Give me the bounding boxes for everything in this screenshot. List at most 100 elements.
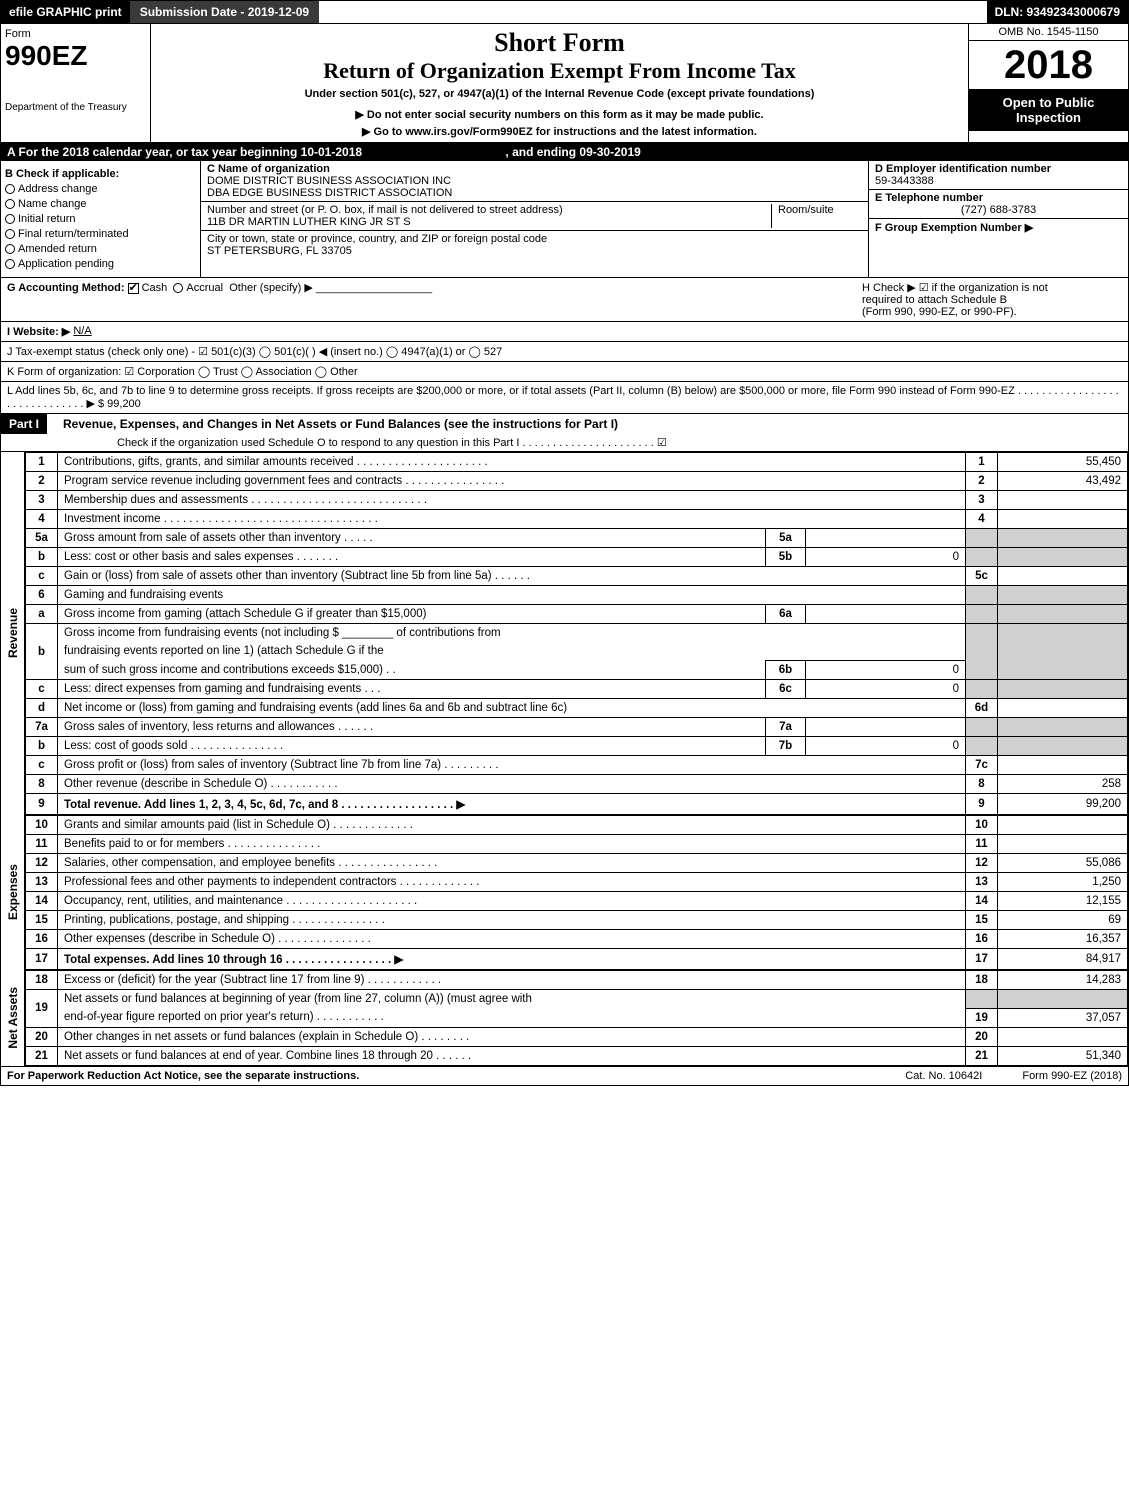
- chk-final-return: Final return/terminated: [5, 228, 196, 240]
- form-word: Form: [5, 28, 146, 40]
- efile-print-label: efile GRAPHIC print: [1, 1, 130, 23]
- dln-label: DLN: 93492343000679: [987, 1, 1128, 23]
- subtitle: Under section 501(c), 527, or 4947(a)(1)…: [155, 88, 964, 100]
- line-7a: 7aGross sales of inventory, less returns…: [26, 718, 1128, 737]
- chk-address-change: Address change: [5, 183, 196, 195]
- line-6b-1: bGross income from fundraising events (n…: [26, 624, 1128, 643]
- tax-exempt-status: J Tax-exempt status (check only one) - ☑…: [7, 345, 502, 358]
- line-5b: bLess: cost or other basis and sales exp…: [26, 548, 1128, 567]
- section-b-label: B Check if applicable:: [5, 168, 196, 180]
- form-of-organization: K Form of organization: ☑ Corporation ◯ …: [7, 365, 358, 378]
- cat-number: Cat. No. 10642I: [905, 1070, 982, 1082]
- group-exemption-block: F Group Exemption Number ▶: [869, 219, 1128, 236]
- submission-date-label: Submission Date - 2019-12-09: [130, 1, 319, 23]
- line-19a: 19Net assets or fund balances at beginni…: [26, 990, 1128, 1009]
- form-reference: Form 990-EZ (2018): [1022, 1070, 1122, 1082]
- form-number: 990EZ: [5, 40, 146, 72]
- cash-checkbox: [128, 283, 139, 294]
- section-j: J Tax-exempt status (check only one) - ☑…: [0, 342, 1129, 362]
- section-g-h: G Accounting Method: Cash Accrual Other …: [0, 278, 1129, 322]
- street-block: Number and street (or P. O. box, if mail…: [201, 202, 868, 231]
- net-assets-section: Net Assets 18Excess or (deficit) for the…: [0, 970, 1129, 1067]
- line-5a: 5aGross amount from sale of assets other…: [26, 529, 1128, 548]
- line-8: 8Other revenue (describe in Schedule O) …: [26, 775, 1128, 794]
- street-label: Number and street (or P. O. box, if mail…: [207, 204, 563, 216]
- omb-number: OMB No. 1545-1150: [969, 24, 1128, 41]
- open-to-public: Open to Public Inspection: [969, 89, 1128, 131]
- chk-amended-return: Amended return: [5, 243, 196, 255]
- line-19b: end-of-year figure reported on prior yea…: [26, 1008, 1128, 1027]
- line-10: 10Grants and similar amounts paid (list …: [26, 816, 1128, 835]
- line-4: 4Investment income . . . . . . . . . . .…: [26, 510, 1128, 529]
- line-7b: bLess: cost of goods sold . . . . . . . …: [26, 737, 1128, 756]
- h-line2: required to attach Schedule B: [862, 294, 1122, 306]
- section-c: C Name of organization DOME DISTRICT BUS…: [201, 161, 868, 277]
- part-1-label: Part I: [1, 414, 47, 434]
- section-b: B Check if applicable: Address change Na…: [1, 161, 201, 277]
- room-suite-label: Room/suite: [772, 204, 862, 228]
- chk-initial-return: Initial return: [5, 213, 196, 225]
- h-line1: H Check ▶ ☑ if the organization is not: [862, 281, 1122, 294]
- line-14: 14Occupancy, rent, utilities, and mainte…: [26, 892, 1128, 911]
- gross-receipts-text: L Add lines 5b, 6c, and 7b to line 9 to …: [7, 385, 1122, 410]
- city-block: City or town, state or province, country…: [201, 231, 868, 259]
- dept-treasury: Department of the Treasury: [5, 102, 146, 113]
- tax-year: 2018: [969, 41, 1128, 89]
- netassets-side-label: Net Assets: [1, 970, 25, 1066]
- chk-name-change: Name change: [5, 198, 196, 210]
- section-h: H Check ▶ ☑ if the organization is not r…: [862, 281, 1122, 318]
- line-13: 13Professional fees and other payments t…: [26, 873, 1128, 892]
- part-1-check: Check if the organization used Schedule …: [57, 434, 1128, 451]
- c-label: C Name of organization: [207, 163, 330, 175]
- header-center-block: Short Form Return of Organization Exempt…: [151, 24, 968, 142]
- revenue-table: 1Contributions, gifts, grants, and simil…: [25, 452, 1128, 815]
- line-6b-3: sum of such gross income and contributio…: [26, 661, 1128, 680]
- expenses-section: Expenses 10Grants and similar amounts pa…: [0, 815, 1129, 970]
- tax-period-row: A For the 2018 calendar year, or tax yea…: [0, 143, 1129, 161]
- part-1-title: Revenue, Expenses, and Changes in Net As…: [57, 414, 1128, 434]
- org-name-1: DOME DISTRICT BUSINESS ASSOCIATION INC: [207, 175, 451, 187]
- line-17: 17Total expenses. Add lines 10 through 1…: [26, 949, 1128, 970]
- line-6a: aGross income from gaming (attach Schedu…: [26, 605, 1128, 624]
- line-7c: cGross profit or (loss) from sales of in…: [26, 756, 1128, 775]
- expenses-table: 10Grants and similar amounts paid (list …: [25, 815, 1128, 970]
- line-3: 3Membership dues and assessments . . . .…: [26, 491, 1128, 510]
- header-right-block: OMB No. 1545-1150 2018 Open to Public In…: [968, 24, 1128, 142]
- section-i: I Website: ▶ N/A: [0, 322, 1129, 342]
- section-k: K Form of organization: ☑ Corporation ◯ …: [0, 362, 1129, 382]
- website-value: N/A: [73, 325, 91, 338]
- org-info-grid: B Check if applicable: Address change Na…: [0, 161, 1129, 278]
- chk-application-pending: Application pending: [5, 258, 196, 270]
- line-6d: dNet income or (loss) from gaming and fu…: [26, 699, 1128, 718]
- expenses-side-label: Expenses: [1, 815, 25, 970]
- org-name-block: C Name of organization DOME DISTRICT BUS…: [201, 161, 868, 202]
- main-title: Return of Organization Exempt From Incom…: [155, 58, 964, 84]
- period-end: , and ending 09-30-2019: [505, 145, 640, 159]
- f-label: F Group Exemption Number ▶: [875, 222, 1033, 234]
- form-header: Form 990EZ Department of the Treasury Sh…: [0, 24, 1129, 143]
- header-left-block: Form 990EZ Department of the Treasury: [1, 24, 151, 142]
- paperwork-notice: For Paperwork Reduction Act Notice, see …: [7, 1070, 359, 1082]
- city-label: City or town, state or province, country…: [207, 233, 547, 245]
- goto-link-text: ▶ Go to www.irs.gov/Form990EZ for instru…: [155, 125, 964, 138]
- revenue-side-label: Revenue: [1, 452, 25, 815]
- city-value: ST PETERSBURG, FL 33705: [207, 245, 352, 257]
- accrual-radio: [173, 283, 183, 293]
- phone-block: E Telephone number (727) 688-3783: [869, 190, 1128, 219]
- revenue-section: Revenue 1Contributions, gifts, grants, a…: [0, 452, 1129, 815]
- line-18: 18Excess or (deficit) for the year (Subt…: [26, 971, 1128, 990]
- org-name-2: DBA EDGE BUSINESS DISTRICT ASSOCIATION: [207, 187, 452, 199]
- h-line3: (Form 990, 990-EZ, or 990-PF).: [862, 306, 1122, 318]
- top-bar: efile GRAPHIC print Submission Date - 20…: [0, 0, 1129, 24]
- line-16: 16Other expenses (describe in Schedule O…: [26, 930, 1128, 949]
- line-6b-2: fundraising events reported on line 1) (…: [26, 642, 1128, 661]
- line-1: 1Contributions, gifts, grants, and simil…: [26, 453, 1128, 472]
- line-11: 11Benefits paid to or for members . . . …: [26, 835, 1128, 854]
- warning-ssn: ▶ Do not enter social security numbers o…: [155, 108, 964, 121]
- line-2: 2Program service revenue including gover…: [26, 472, 1128, 491]
- line-6c: cLess: direct expenses from gaming and f…: [26, 680, 1128, 699]
- line-6: 6Gaming and fundraising events: [26, 586, 1128, 605]
- section-d-e-f: D Employer identification number 59-3443…: [868, 161, 1128, 277]
- line-9: 9Total revenue. Add lines 1, 2, 3, 4, 5c…: [26, 794, 1128, 815]
- e-label: E Telephone number: [875, 192, 983, 204]
